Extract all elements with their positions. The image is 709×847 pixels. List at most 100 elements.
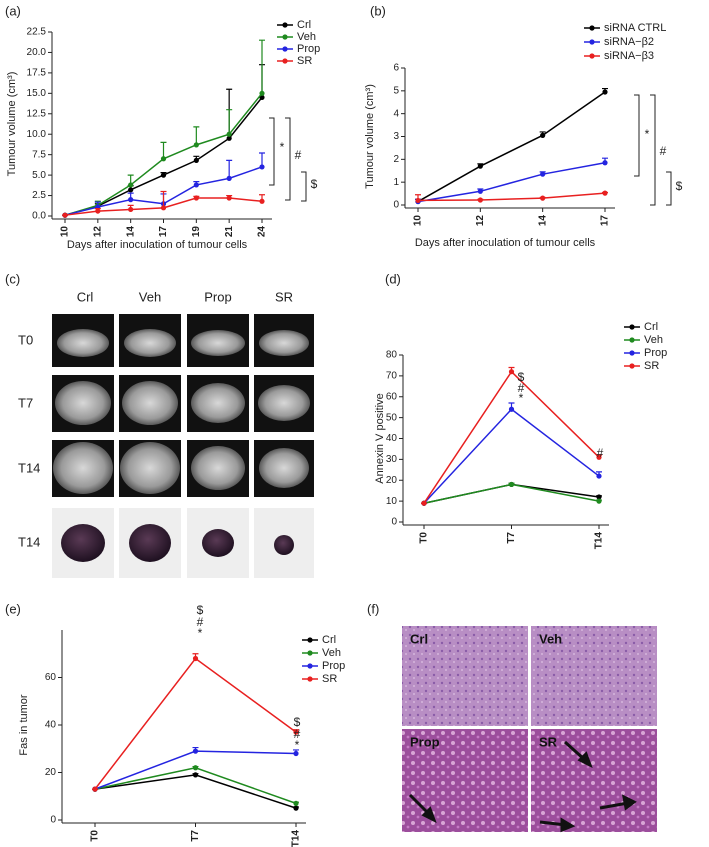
y-tick-label: 70 <box>386 371 398 382</box>
legend-marker <box>629 337 635 343</box>
marker <box>508 369 515 375</box>
marker <box>508 406 515 412</box>
legend-label: SR <box>322 673 337 685</box>
marker <box>128 182 134 188</box>
cell-label: Prop <box>410 734 440 749</box>
legend-marker <box>307 650 313 656</box>
annotation: * <box>198 626 203 640</box>
series-line <box>417 162 606 203</box>
legend-label: siRNA−β3 <box>604 50 654 62</box>
marker <box>160 205 167 211</box>
marker <box>602 89 608 95</box>
error-bar <box>160 190 167 208</box>
legend-label: siRNA−β2 <box>604 36 654 48</box>
row-label: T14 <box>18 534 40 549</box>
annotation: # <box>660 144 667 158</box>
annotation: # <box>197 615 204 629</box>
marker <box>596 454 602 460</box>
marker <box>193 157 199 163</box>
cell-label: Veh <box>539 631 562 646</box>
marker <box>128 197 134 203</box>
marker <box>596 473 602 479</box>
y-axis-title: Annexin V positive <box>374 393 386 484</box>
marker <box>193 142 199 148</box>
y-tick-label: 17.5 <box>27 68 47 79</box>
line-chart: (d) 0 10 20 30 40 50 60 70 80 T0 T7 T14 Annexin V pos… <box>374 271 667 549</box>
marker <box>160 156 167 162</box>
marker <box>62 212 68 218</box>
mri-grid <box>52 314 314 578</box>
y-tick-label: 2.5 <box>32 190 46 201</box>
x-tick-label: 14 <box>537 215 548 227</box>
y-tick-label: 60 <box>386 391 398 402</box>
panel-label: (b) <box>370 3 386 18</box>
panel-label: (a) <box>5 3 21 18</box>
series-line <box>417 192 606 202</box>
y-tick-label: 0 <box>393 200 399 211</box>
legend-label: SR <box>297 55 312 67</box>
cell-label: Crl <box>410 631 428 646</box>
marker <box>293 729 299 735</box>
y-tick-label: 50 <box>386 412 398 423</box>
marker <box>128 187 134 193</box>
legend-label: Crl <box>644 321 658 333</box>
error-bar <box>259 39 265 94</box>
column-label: Veh <box>139 289 161 304</box>
column-label: Prop <box>204 289 231 304</box>
marker <box>226 131 232 137</box>
series-line <box>423 408 600 504</box>
significance-bracket <box>301 171 307 202</box>
histology-grid <box>402 626 657 833</box>
marker <box>293 750 299 757</box>
panel-label: (c) <box>5 271 20 286</box>
x-tick-label: 12 <box>92 226 103 238</box>
marker <box>192 765 199 771</box>
y-tick-label: 20 <box>386 475 398 486</box>
y-axis-title: Tumour volume (cm³) <box>364 84 376 189</box>
marker <box>226 175 232 181</box>
x-tick-label: 10 <box>413 215 424 227</box>
y-tick-label: 30 <box>386 454 398 465</box>
marker <box>128 206 134 213</box>
marker <box>92 786 98 792</box>
y-tick-label: 0 <box>391 517 397 528</box>
marker <box>192 772 199 778</box>
marker <box>415 197 421 204</box>
x-tick-label: 21 <box>224 226 235 238</box>
y-tick-label: 3 <box>393 131 399 142</box>
error-bar <box>226 109 233 135</box>
marker <box>95 208 101 214</box>
annotation: # <box>597 446 604 460</box>
line-chart: (e) 0 20 40 60 T0 T7 T14 Fas in tumor CrlVehPropS… <box>5 601 345 847</box>
x-axis-title: Days after inoculation of tumour cells <box>67 239 248 251</box>
marker <box>226 195 232 201</box>
legend-marker <box>589 53 595 59</box>
error-bar <box>160 141 167 159</box>
panel-label: (e) <box>5 601 21 616</box>
annotation: # <box>295 148 302 162</box>
legend-label: Veh <box>322 647 341 659</box>
x-tick-label: 17 <box>600 215 611 227</box>
legend-label: SR <box>644 360 659 372</box>
y-axis-title: Tumour volume (cm³) <box>6 72 18 177</box>
legend-marker <box>282 46 288 52</box>
marker <box>540 132 546 138</box>
annotation: * <box>645 127 650 141</box>
y-tick-label: 1 <box>393 177 399 188</box>
marker <box>193 195 199 201</box>
series-line <box>417 91 606 203</box>
marker <box>226 135 232 141</box>
cell-label: SR <box>539 734 558 749</box>
x-tick-label: T7 <box>506 532 517 544</box>
legend-marker <box>629 324 635 330</box>
x-tick-label: 19 <box>191 226 202 238</box>
column-label: SR <box>275 289 293 304</box>
annotation: # <box>518 381 525 395</box>
y-tick-label: 10.0 <box>27 129 47 140</box>
marker <box>596 494 602 500</box>
legend-marker <box>629 350 635 356</box>
panel-label: (d) <box>385 271 401 286</box>
legend-label: Crl <box>297 19 311 31</box>
